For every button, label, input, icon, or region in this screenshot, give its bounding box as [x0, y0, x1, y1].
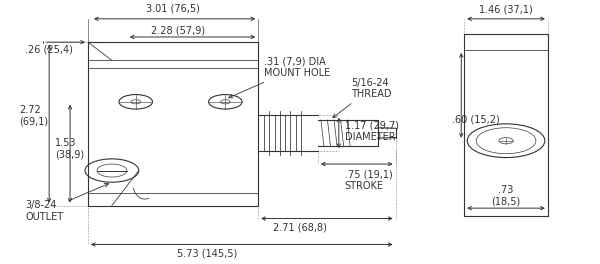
- Text: 1.46 (37,1): 1.46 (37,1): [479, 5, 533, 15]
- Text: 2.71 (68,8): 2.71 (68,8): [273, 222, 327, 232]
- Text: 1.53
(38,9): 1.53 (38,9): [55, 138, 84, 159]
- Text: .31 (7,9) DIA
MOUNT HOLE: .31 (7,9) DIA MOUNT HOLE: [229, 57, 331, 98]
- Text: .26 (25,4): .26 (25,4): [25, 45, 73, 55]
- Text: 2.28 (57,9): 2.28 (57,9): [151, 26, 205, 36]
- Text: .60 (15,2): .60 (15,2): [452, 115, 500, 125]
- Text: 5/16-24
THREAD: 5/16-24 THREAD: [333, 78, 391, 118]
- Text: 3/8-24
OUTLET: 3/8-24 OUTLET: [25, 183, 109, 222]
- Text: 3.01 (76,5): 3.01 (76,5): [146, 4, 200, 14]
- Text: .73
(18,5): .73 (18,5): [491, 185, 521, 207]
- Text: 5.73 (145,5): 5.73 (145,5): [178, 248, 238, 258]
- Text: 1.17 (29,7)
DIAMETER: 1.17 (29,7) DIAMETER: [345, 121, 399, 143]
- Text: .75 (19,1)
STROKE: .75 (19,1) STROKE: [345, 169, 392, 191]
- Text: 2.72
(69,1): 2.72 (69,1): [19, 105, 49, 127]
